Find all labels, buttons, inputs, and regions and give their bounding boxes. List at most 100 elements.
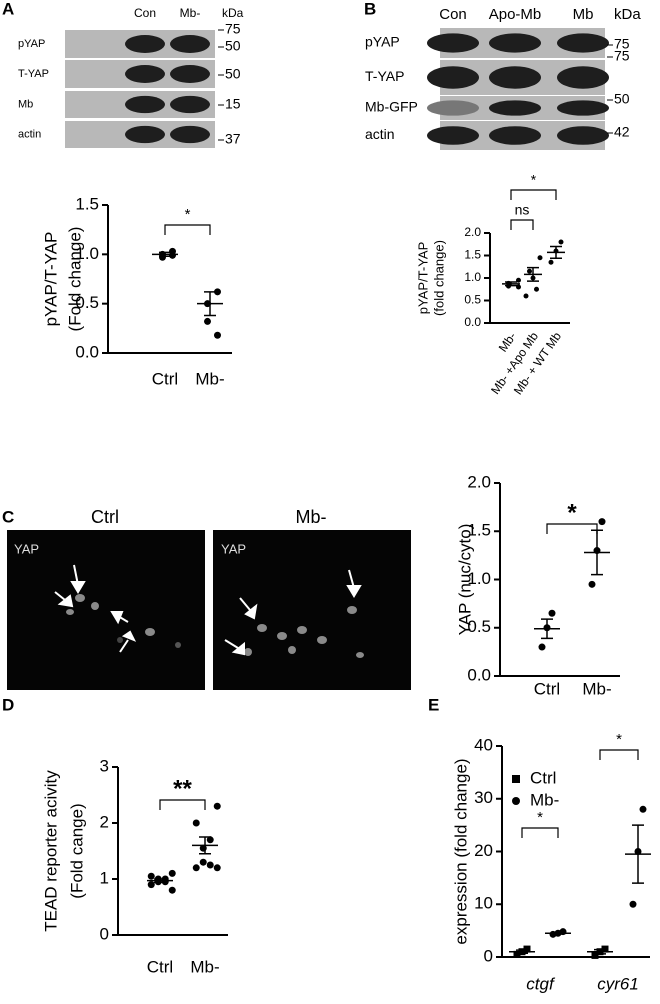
point <box>513 950 521 958</box>
image-title: Mb- <box>296 507 327 527</box>
legend-marker <box>512 797 520 805</box>
y-tick-label: 0.5 <box>464 293 481 307</box>
legend-label: Ctrl <box>530 768 556 787</box>
y-tick-label: 0.0 <box>75 342 99 361</box>
panel-label: A <box>2 0 14 18</box>
point <box>168 886 176 894</box>
point <box>516 277 521 283</box>
row-label: pYAP <box>18 38 45 50</box>
point <box>516 284 521 290</box>
error-bar <box>632 824 644 884</box>
marker-label: 50 <box>614 91 630 107</box>
y-tick-label: 2.0 <box>464 225 481 239</box>
row-label: actin <box>365 126 395 142</box>
point <box>204 317 211 325</box>
error-bar <box>541 618 553 640</box>
y-axis-label: (Fold cange) <box>67 803 86 898</box>
point <box>639 805 647 813</box>
lane-label: Con <box>439 6 467 23</box>
y-tick-label: 20 <box>474 841 493 860</box>
significance-bracket <box>510 219 534 230</box>
y-axis-label: pYAP/T-YAP <box>415 242 430 315</box>
x-tick-label: Mb- <box>195 369 224 388</box>
y-axis-label: expression (fold change) <box>451 758 470 944</box>
marker-label: 42 <box>614 124 630 140</box>
point <box>588 580 596 588</box>
y-tick-label: 3 <box>100 756 109 775</box>
legend-label: Mb- <box>530 790 559 809</box>
point <box>527 268 532 274</box>
lane-label: Mb- <box>180 6 201 20</box>
point <box>523 945 531 953</box>
error-bar <box>159 251 171 258</box>
significance-bracket <box>546 523 598 534</box>
point <box>206 861 214 869</box>
marker-label: 75 <box>225 21 241 37</box>
image-title: Ctrl <box>91 507 119 527</box>
significance-label: * <box>531 172 537 188</box>
y-axis-label: TEAD reporter acivity <box>41 770 60 932</box>
row-label: Mb <box>18 98 33 110</box>
blot-band <box>427 126 479 145</box>
blot-band <box>557 66 609 89</box>
point <box>192 864 200 872</box>
significance-label: ** <box>173 775 192 802</box>
y-tick-label: 0.0 <box>464 315 481 329</box>
x-tick-label: cyr61 <box>597 974 639 993</box>
x-tick-label: Ctrl <box>534 679 560 698</box>
blot-band <box>125 125 165 144</box>
x-tick-label: ctgf <box>526 974 556 993</box>
blot-band <box>125 35 165 53</box>
row-label: pYAP <box>365 34 400 50</box>
point <box>206 836 214 844</box>
y-tick-label: 1.5 <box>75 194 99 213</box>
marker-label: 50 <box>225 66 241 82</box>
blot-band <box>557 100 609 116</box>
marker-label: 75 <box>614 48 630 64</box>
blot-band <box>170 125 210 144</box>
y-tick-label: 0.5 <box>467 617 491 636</box>
blot-band <box>427 33 479 53</box>
blot-band <box>489 126 541 145</box>
point <box>213 802 221 810</box>
point <box>534 286 539 292</box>
blot-band <box>557 33 609 53</box>
point <box>147 881 155 889</box>
y-tick-label: 0.5 <box>75 293 99 312</box>
row-label: T-YAP <box>365 68 404 84</box>
y-tick-label: 1.0 <box>467 569 491 588</box>
micrograph <box>213 530 411 690</box>
marker-label: 75 <box>614 36 630 52</box>
arrows <box>54 564 362 656</box>
error-bar <box>516 949 528 955</box>
point <box>537 255 543 261</box>
y-axis-label: (Fold change) <box>65 227 84 332</box>
y-tick-label: 40 <box>474 735 493 754</box>
y-tick-label: 1.0 <box>464 270 481 284</box>
point <box>558 239 564 245</box>
significance-label: * <box>616 731 622 748</box>
error-bar <box>550 245 562 259</box>
point <box>214 331 221 339</box>
x-tick-label: Ctrl <box>152 369 178 388</box>
x-tick-label: Ctrl <box>147 957 173 976</box>
y-tick-label: 2.0 <box>467 472 491 491</box>
error-bar <box>204 291 216 317</box>
marker-label: 15 <box>225 96 241 112</box>
y-tick-label: 30 <box>474 788 493 807</box>
significance-bracket <box>510 189 557 200</box>
panel-label: D <box>2 695 14 714</box>
blot-band <box>170 65 210 83</box>
point <box>213 864 221 872</box>
y-tick-label: 10 <box>474 894 493 913</box>
y-tick-label: 0 <box>484 946 493 965</box>
blot-band <box>170 35 210 53</box>
blot-band <box>557 126 609 145</box>
point <box>548 259 554 265</box>
micrograph <box>7 530 205 690</box>
blot-band <box>489 100 541 116</box>
point <box>598 518 606 526</box>
point <box>629 900 637 908</box>
y-axis-label: pYAP/T-YAP <box>41 232 60 327</box>
panel-label: B <box>364 0 376 18</box>
